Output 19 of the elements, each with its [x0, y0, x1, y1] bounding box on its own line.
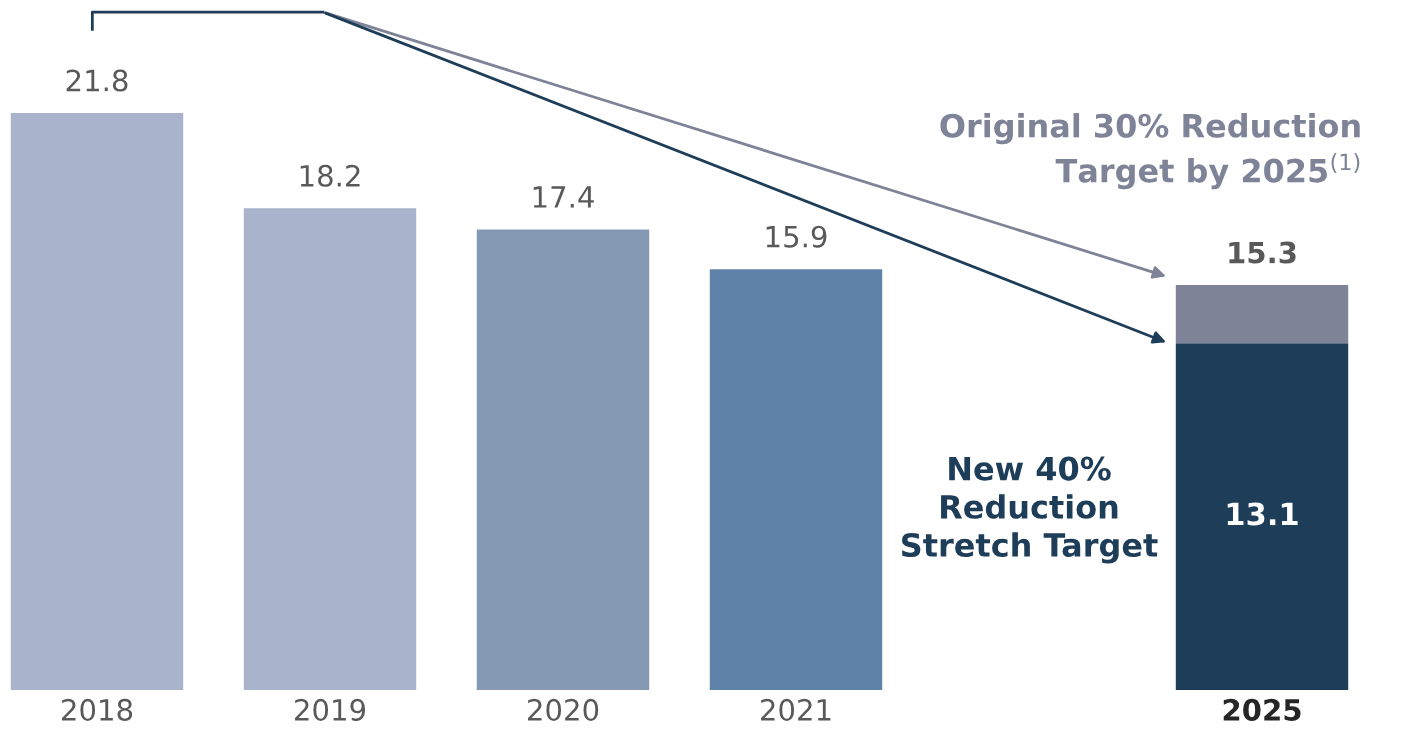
data-label: 15.9: [766, 225, 827, 248]
bar: [709, 269, 883, 690]
x-tick-label: 2018: [62, 698, 133, 721]
bar: [10, 113, 184, 690]
bar: [243, 208, 417, 690]
annotation: New 40% Reduction Stretch Target: [902, 456, 1158, 564]
bar: [476, 229, 650, 690]
x-tick-label: 2021: [761, 698, 831, 721]
x-tick-label: 2020: [528, 698, 599, 721]
data-label: 21.8: [66, 69, 128, 92]
x-tick-label: 2019: [295, 698, 366, 721]
data-label: 13.1: [1227, 502, 1298, 526]
bar: [1175, 285, 1349, 344]
annotation: Original 30% Reduction Target by 2025$^{(1)}$: [940, 113, 1360, 190]
bar: [1175, 343, 1349, 690]
data-label: 18.2: [300, 164, 360, 187]
data-label: 17.4: [533, 186, 594, 208]
total-label: 15.3: [1229, 241, 1296, 264]
x-tick-label: 2025: [1223, 698, 1301, 721]
